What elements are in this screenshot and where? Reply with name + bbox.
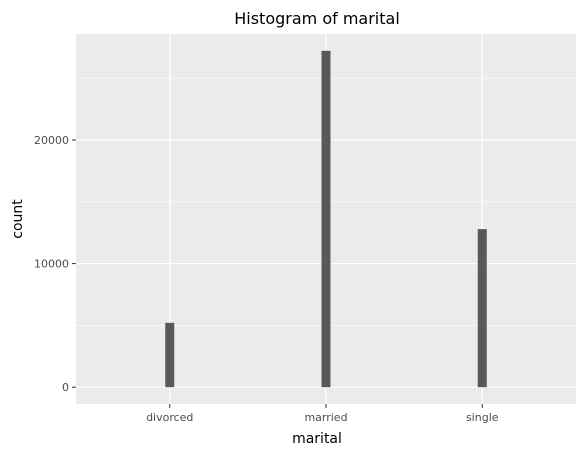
bar-divorced xyxy=(165,322,175,388)
x-tick-label: married xyxy=(304,411,347,424)
x-tick-label: single xyxy=(466,411,499,424)
bar-single xyxy=(477,229,487,388)
x-tick-label: divorced xyxy=(146,411,193,424)
bars xyxy=(165,50,487,388)
y-tick-label: 0 xyxy=(62,381,69,394)
y-axis-label: count xyxy=(10,199,26,239)
y-tick-label: 20000 xyxy=(34,134,69,147)
x-axis-label: marital xyxy=(292,431,342,447)
x-axis-ticks: divorced married single xyxy=(146,404,499,424)
bar-married xyxy=(321,50,331,388)
chart-title: Histogram of marital xyxy=(234,9,400,28)
y-tick-label: 10000 xyxy=(34,258,69,271)
y-axis-ticks: 0 10000 20000 xyxy=(34,134,76,394)
